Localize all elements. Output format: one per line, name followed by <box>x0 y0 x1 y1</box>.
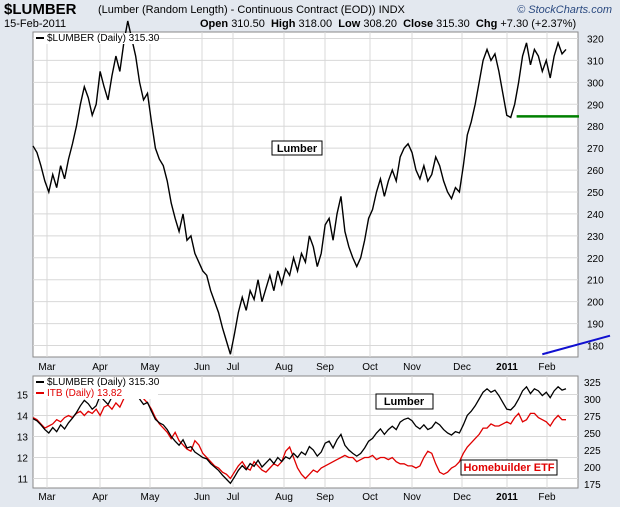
bottom-right-tick-label: 300 <box>584 395 601 406</box>
top-y-tick-label: 200 <box>587 298 604 309</box>
lumber-annotation: Lumber <box>277 143 318 155</box>
bottom-x-tick-label: May <box>141 492 160 503</box>
stockcharts-watermark: © StockCharts.com <box>517 4 612 16</box>
top-x-tick-label: Jun <box>194 362 210 373</box>
low-label: Low <box>338 18 361 30</box>
bottom-legend-bg <box>34 377 158 399</box>
top-y-tick-label: 220 <box>587 254 604 265</box>
top-x-tick-label: Aug <box>275 362 293 373</box>
top-x-tick-label: Jul <box>227 362 240 373</box>
bottom-x-tick-label: Feb <box>538 492 556 503</box>
bottom-x-tick-label: Dec <box>453 492 471 503</box>
top-y-tick-label: 240 <box>587 210 604 221</box>
top-y-tick-label: 270 <box>587 144 604 155</box>
bottom-x-tick-label: Nov <box>403 492 421 503</box>
top-y-tick-label: 210 <box>587 276 604 287</box>
top-x-tick-label: Feb <box>538 362 556 373</box>
top-x-tick-label: Oct <box>362 362 378 373</box>
chart-date: 15-Feb-2011 <box>4 18 67 30</box>
bottom-right-tick-label: 225 <box>584 446 601 457</box>
bottom-x-tick-label: Sep <box>316 492 334 503</box>
bottom-x-tick-label: Jul <box>227 492 240 503</box>
lumber-annotation-box <box>271 140 323 156</box>
high-label: High <box>270 18 296 30</box>
top-y-tick-label: 190 <box>587 320 604 331</box>
top-y-tick-label: 180 <box>587 342 604 353</box>
high-value: 318.00 <box>298 18 333 30</box>
top-x-tick-label: May <box>141 362 160 373</box>
bottom-x-tick-label: 2011 <box>496 492 518 503</box>
top-x-tick-label: 2011 <box>496 362 518 373</box>
bottom-right-tick-label: 275 <box>584 412 601 423</box>
top-x-tick-label: Nov <box>403 362 421 373</box>
low-value: 308.20 <box>363 18 397 30</box>
close-value: 315.30 <box>436 18 470 30</box>
bottom-right-tick-label: 250 <box>584 429 601 440</box>
chart-symbol: $LUMBER <box>4 1 77 18</box>
chart-description: (Lumber (Random Length) - Continuous Con… <box>98 4 405 16</box>
top-x-tick-label: Dec <box>453 362 471 373</box>
bottom-right-tick-label: 200 <box>584 463 601 474</box>
bottom-right-tick-label: 325 <box>584 378 601 389</box>
top-legend-label: $LUMBER (Daily) 315.30 <box>47 33 160 44</box>
rising-trendline <box>542 334 611 356</box>
top-x-tick-label: Apr <box>92 362 108 373</box>
bottom-x-tick-label: Apr <box>92 492 108 503</box>
top-y-tick-label: 280 <box>587 122 604 133</box>
top-y-tick-label: 250 <box>587 188 604 199</box>
open-value: 310.50 <box>231 18 265 30</box>
bottom-left-tick-label: 14 <box>17 412 29 423</box>
bottom-legend-label-lumber: $LUMBER (Daily) 315.30 <box>47 377 160 388</box>
top-y-tick-label: 300 <box>587 78 604 89</box>
bottom-lumber-annotation-box <box>375 393 434 410</box>
homebuilder-annotation-box <box>460 459 558 476</box>
top-y-tick-label: 230 <box>587 232 604 243</box>
bottom-x-tick-label: Jun <box>194 492 210 503</box>
bottom-lumber-annotation: Lumber <box>384 396 425 408</box>
top-panel-frame <box>32 31 579 358</box>
close-label: Close <box>403 18 434 30</box>
ohlc-readout: Open 310.50 High 318.00 Low 308.20 Close… <box>200 18 576 30</box>
top-y-tick-label: 320 <box>587 35 604 46</box>
itb-price-line <box>32 382 566 480</box>
top-y-tick-label: 310 <box>587 56 604 67</box>
homebuilder-annotation: Homebuilder ETF <box>463 462 554 474</box>
top-x-tick-label: Mar <box>38 362 56 373</box>
lumber-price-line <box>32 20 567 355</box>
top-legend-bg <box>34 33 154 44</box>
chg-value: +7.30 (+2.37%) <box>500 18 577 30</box>
top-y-tick-label: 290 <box>587 100 604 111</box>
chg-label: Chg <box>475 18 498 30</box>
top-y-tick-label: 260 <box>587 166 604 177</box>
bottom-left-tick-label: 11 <box>18 475 29 486</box>
top-x-tick-label: Sep <box>316 362 334 373</box>
bottom-right-tick-label: 175 <box>584 480 601 491</box>
bottom-left-tick-label: 15 <box>17 391 29 402</box>
bottom-x-tick-label: Oct <box>362 492 378 503</box>
open-label: Open <box>200 18 229 30</box>
bottom-x-tick-label: Mar <box>38 492 56 503</box>
bottom-legend-label-itb: ITB (Daily) 13.82 <box>47 388 122 399</box>
bottom-left-tick-label: 13 <box>17 433 29 444</box>
bottom-x-tick-label: Aug <box>275 492 293 503</box>
bottom-left-tick-label: 12 <box>17 454 29 465</box>
